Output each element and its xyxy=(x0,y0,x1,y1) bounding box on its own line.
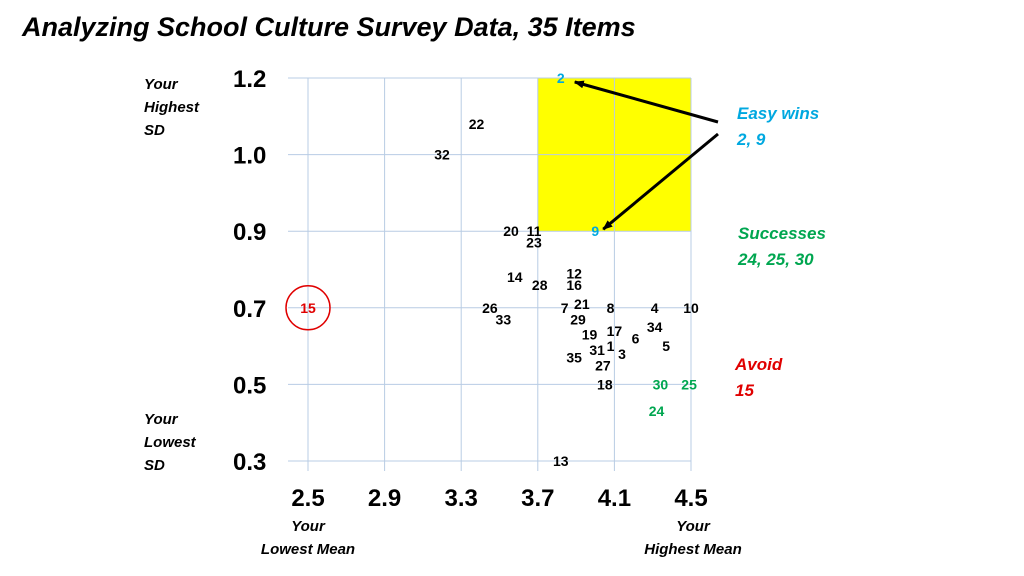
x-low-note: Your Lowest Mean xyxy=(230,515,386,561)
successes-items: 24, 25, 30 xyxy=(738,250,814,269)
easy-wins-label: Easy wins xyxy=(737,104,820,123)
point-label-24: 24 xyxy=(649,403,665,419)
easy-wins-callout: Easy wins 2, 9 xyxy=(737,101,819,153)
point-label-31: 31 xyxy=(589,342,605,358)
point-label-13: 13 xyxy=(553,453,569,469)
point-label-35: 35 xyxy=(566,350,582,366)
point-label-26: 26 xyxy=(482,300,498,316)
point-label-28: 28 xyxy=(532,277,548,293)
x-high-note-line: Highest Mean xyxy=(644,541,742,558)
avoid-callout: Avoid 15 xyxy=(735,352,782,404)
y-high-note: Your Highest SD xyxy=(144,73,199,142)
y-tick-label: 0.7 xyxy=(233,296,266,323)
x-tick-label: 3.7 xyxy=(521,485,554,512)
y-low-note-line: Your xyxy=(144,411,178,428)
y-high-note-line: SD xyxy=(144,122,165,139)
point-label-5: 5 xyxy=(662,338,670,354)
point-label-19: 19 xyxy=(582,327,598,343)
x-high-note-line: Your xyxy=(676,518,710,535)
point-label-7: 7 xyxy=(561,300,569,316)
y-low-note: Your Lowest SD xyxy=(144,408,196,477)
point-label-12: 12 xyxy=(566,265,582,281)
point-label-16: 16 xyxy=(566,277,582,293)
successes-label: Successes xyxy=(738,224,826,243)
point-label-33: 33 xyxy=(496,311,512,327)
x-tick-label: 4.5 xyxy=(674,485,707,512)
y-tick-label: 0.5 xyxy=(233,372,266,399)
arrow-to-item-9 xyxy=(602,132,719,231)
easy-wins-items: 2, 9 xyxy=(737,130,766,149)
point-label-3: 3 xyxy=(618,346,626,362)
avoid-label: Avoid xyxy=(735,355,783,374)
chart-title: Analyzing School Culture Survey Data, 35… xyxy=(22,12,636,42)
y-tick-label: 1.0 xyxy=(233,143,266,170)
point-label-27: 27 xyxy=(595,357,611,373)
y-high-note-line: Highest xyxy=(144,99,200,116)
point-label-34: 34 xyxy=(647,319,663,335)
x-high-note: Your Highest Mean xyxy=(615,515,771,561)
point-label-29: 29 xyxy=(570,311,586,327)
successes-callout: Successes 24, 25, 30 xyxy=(738,221,826,273)
arrow-to-item-2 xyxy=(573,80,719,124)
x-tick-label: 2.5 xyxy=(291,485,324,512)
point-label-9: 9 xyxy=(591,223,599,239)
point-label-11: 11 xyxy=(527,223,542,239)
point-label-30: 30 xyxy=(653,376,669,392)
x-tick-label: 2.9 xyxy=(368,485,401,512)
point-label-32: 32 xyxy=(434,147,450,163)
point-label-8: 8 xyxy=(607,300,615,316)
point-label-21: 21 xyxy=(574,296,590,312)
point-label-15: 15 xyxy=(300,300,316,316)
x-low-note-line: Your xyxy=(291,518,325,535)
point-label-10: 10 xyxy=(683,300,699,316)
point-label-17: 17 xyxy=(607,323,623,339)
point-label-22: 22 xyxy=(469,116,485,132)
point-label-6: 6 xyxy=(632,330,640,346)
x-tick-label: 3.3 xyxy=(445,485,478,512)
x-tick-label: 4.1 xyxy=(598,485,631,512)
point-label-14: 14 xyxy=(507,269,523,285)
avoid-circle-marker xyxy=(285,285,331,331)
y-high-note-line: Your xyxy=(144,76,178,93)
point-label-25: 25 xyxy=(681,376,697,392)
y-tick-label: 0.3 xyxy=(233,449,266,476)
y-low-note-line: SD xyxy=(144,457,165,474)
avoid-items: 15 xyxy=(735,381,754,400)
point-label-2: 2 xyxy=(557,70,565,86)
point-label-4: 4 xyxy=(651,300,659,316)
y-tick-label: 0.9 xyxy=(233,219,266,246)
y-tick-label: 1.2 xyxy=(233,66,266,93)
x-low-note-line: Lowest Mean xyxy=(260,541,356,558)
y-low-note-line: Lowest xyxy=(144,434,196,451)
point-label-18: 18 xyxy=(597,376,613,392)
point-label-1: 1 xyxy=(607,338,615,354)
point-label-23: 23 xyxy=(526,235,542,251)
point-label-20: 20 xyxy=(503,223,519,239)
